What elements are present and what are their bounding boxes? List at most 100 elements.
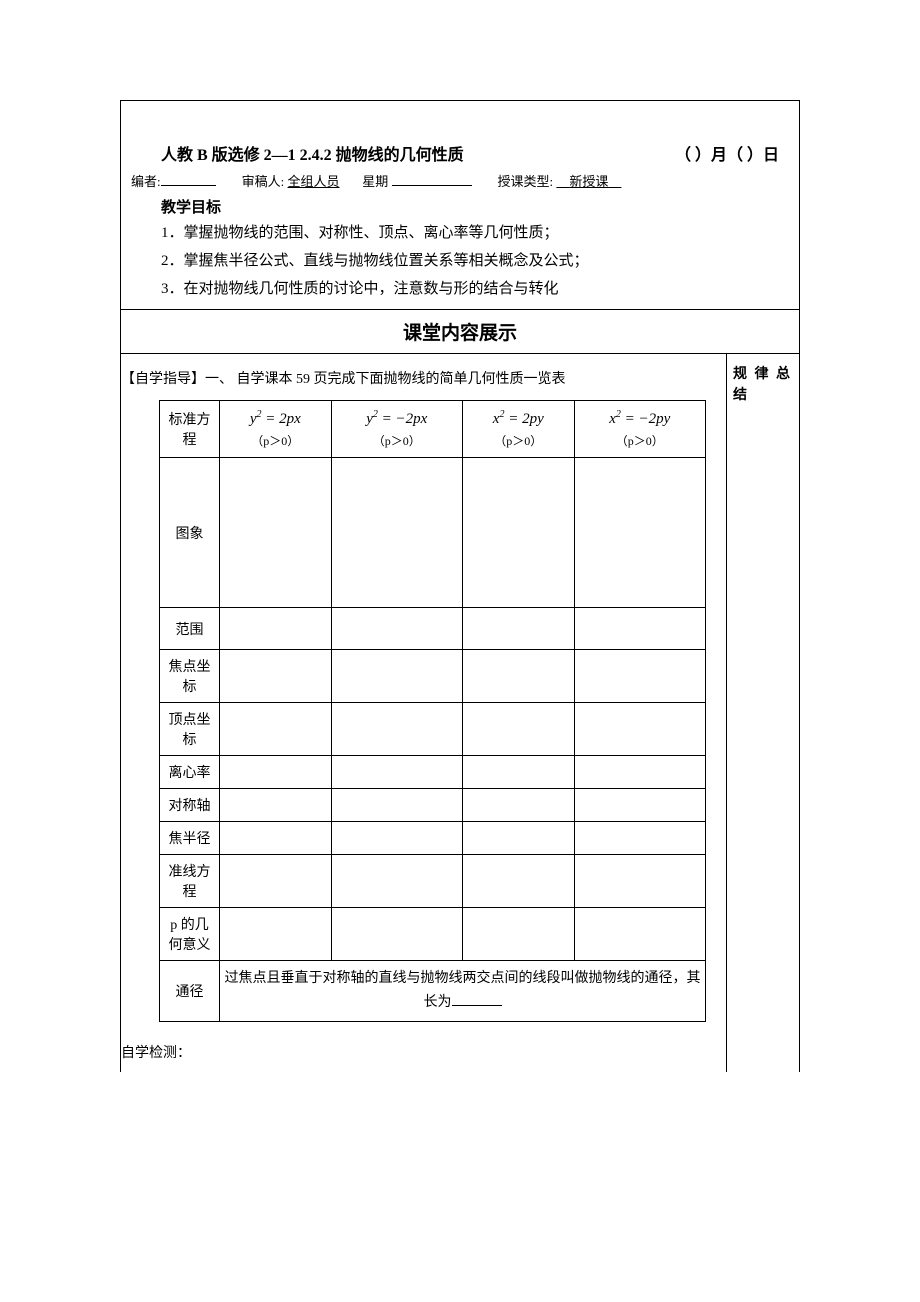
weekday-label: 星期 [362,174,388,189]
table-row-range: 范围 [160,608,706,650]
table-row-axis: 对称轴 [160,789,706,822]
goal-item-2: 2．掌握焦半径公式、直线与抛物线位置关系等相关概念及公式； [161,249,789,273]
ecc-cell-4 [574,756,705,789]
graph-cell-4 [574,458,705,608]
content-grid: 【自学指导】一、 自学课本 59 页完成下面抛物线的简单几何性质一览表 标准方程… [121,354,799,1072]
content-main: 【自学指导】一、 自学课本 59 页完成下面抛物线的简单几何性质一览表 标准方程… [121,354,727,1072]
focus-cell-4 [574,650,705,703]
focus-cell-1 [220,650,332,703]
goal-item-1: 1．掌握抛物线的范围、对称性、顶点、离心率等几何性质； [161,221,789,245]
fr-cell-1 [220,822,332,855]
properties-table: 标准方程 y2 = 2px （p＞0） y2 = −2px （p＞0） x2 =… [159,400,706,1022]
content-section-title: 课堂内容展示 [121,309,799,354]
formula-1: y2 = 2px [224,409,327,428]
class-type-label: 授课类型: [498,174,554,189]
formula-2: y2 = −2px [336,409,458,428]
eq-cell-4: x2 = −2py （p＞0） [574,401,705,458]
dir-cell-1 [220,855,332,908]
ecc-cell-3 [462,756,574,789]
dir-cell-3 [462,855,574,908]
graph-cell-2 [331,458,462,608]
formula-3: x2 = 2py [467,409,570,428]
class-type-text: 新授课 [569,174,608,189]
range-cell-2 [331,608,462,650]
fr-cell-3 [462,822,574,855]
dir-cell-4 [574,855,705,908]
table-row-eccentricity: 离心率 [160,756,706,789]
table-row-vertex: 顶点坐标 [160,703,706,756]
goals-title: 教学目标 [161,196,789,217]
axis-cell-4 [574,789,705,822]
range-cell-1 [220,608,332,650]
p-cond-1: （p＞0） [224,432,327,449]
fr-cell-4 [574,822,705,855]
reviewer-label: 审稿人: [242,174,285,189]
row-label-directrix: 准线方程 [160,855,220,908]
row-label-eccentricity: 离心率 [160,756,220,789]
class-type-value: 新授课 [556,174,621,189]
graph-cell-1 [220,458,332,608]
row-label-axis: 对称轴 [160,789,220,822]
focus-cell-3 [462,650,574,703]
vertex-cell-1 [220,703,332,756]
self-study-intro: 【自学指导】一、 自学课本 59 页完成下面抛物线的简单几何性质一览表 [121,368,716,388]
goal-item-3: 3．在对抛物线几何性质的讨论中，注意数与形的结合与转化 [161,277,789,301]
ecc-cell-2 [331,756,462,789]
row-label-p-meaning: p 的几何意义 [160,908,220,961]
side-rules: 规 律 总结 [727,354,799,1072]
pm-cell-3 [462,908,574,961]
vertex-cell-3 [462,703,574,756]
self-test-label: 自学检测： [121,1042,716,1062]
row-label-focus: 焦点坐标 [160,650,220,703]
row-label-graph: 图象 [160,458,220,608]
fr-cell-2 [331,822,462,855]
editor-blank [161,173,216,186]
formula-4: x2 = −2py [579,409,701,428]
date-field: （ ）月（ ）日 [675,141,789,165]
reviewer-value: 全组人员 [288,174,340,189]
row-label-equation: 标准方程 [160,401,220,458]
axis-cell-2 [331,789,462,822]
tongjing-description: 过焦点且垂直于对称轴的直线与抛物线两交点间的线段叫做抛物线的通径，其长为 [220,961,706,1022]
editor-label: 编者: [131,174,161,189]
tongjing-blank [452,992,502,1006]
row-label-tongjing: 通径 [160,961,220,1022]
document-page: 人教 B 版选修 2—1 2.4.2 抛物线的几何性质 （ ）月（ ）日 编者:… [120,100,800,1072]
table-row-focal-radius: 焦半径 [160,822,706,855]
range-cell-3 [462,608,574,650]
table-row-directrix: 准线方程 [160,855,706,908]
document-title: 人教 B 版选修 2—1 2.4.2 抛物线的几何性质 [131,141,675,165]
table-row-focus: 焦点坐标 [160,650,706,703]
vertex-cell-2 [331,703,462,756]
p-cond-2: （p＞0） [336,432,458,449]
eq-label-text: 标准方程 [164,409,215,449]
ecc-cell-1 [220,756,332,789]
eq-cell-3: x2 = 2py （p＞0） [462,401,574,458]
axis-cell-1 [220,789,332,822]
eq-cell-2: y2 = −2px （p＞0） [331,401,462,458]
header-section: 人教 B 版选修 2—1 2.4.2 抛物线的几何性质 （ ）月（ ）日 编者:… [121,141,799,301]
p-cond-3: （p＞0） [467,432,570,449]
weekday-blank [392,173,472,186]
goals-section: 教学目标 1．掌握抛物线的范围、对称性、顶点、离心率等几何性质； 2．掌握焦半径… [131,196,789,301]
table-row-graph: 图象 [160,458,706,608]
title-row: 人教 B 版选修 2—1 2.4.2 抛物线的几何性质 （ ）月（ ）日 [131,141,789,165]
table-row-tongjing: 通径 过焦点且垂直于对称轴的直线与抛物线两交点间的线段叫做抛物线的通径，其长为 [160,961,706,1022]
vertex-cell-4 [574,703,705,756]
p-cond-4: （p＞0） [579,432,701,449]
dir-cell-2 [331,855,462,908]
pm-cell-4 [574,908,705,961]
range-cell-4 [574,608,705,650]
focus-cell-2 [331,650,462,703]
pm-cell-2 [331,908,462,961]
graph-cell-3 [462,458,574,608]
axis-cell-3 [462,789,574,822]
meta-row: 编者: 审稿人: 全组人员 星期 授课类型: 新授课 [131,171,789,190]
table-row-p-meaning: p 的几何意义 [160,908,706,961]
table-row-equation: 标准方程 y2 = 2px （p＞0） y2 = −2px （p＞0） x2 =… [160,401,706,458]
row-label-focal-radius: 焦半径 [160,822,220,855]
row-label-vertex: 顶点坐标 [160,703,220,756]
pm-cell-1 [220,908,332,961]
row-label-range: 范围 [160,608,220,650]
eq-cell-1: y2 = 2px （p＞0） [220,401,332,458]
